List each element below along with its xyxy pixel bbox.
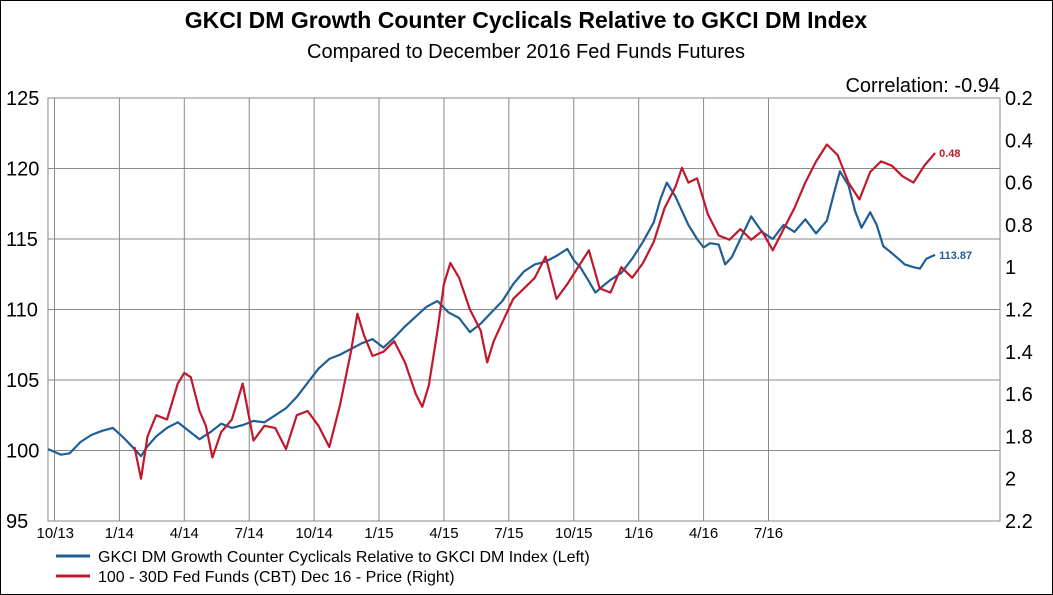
chart-subtitle: Compared to December 2016 Fed Funds Futu…	[307, 41, 745, 63]
left-tick-label-4: 115	[6, 229, 38, 251]
right-tick-label-5: 1.2	[1005, 300, 1033, 322]
x-tick-label-2: 4/14	[170, 525, 199, 542]
x-tick-label-9: 1/16	[624, 525, 653, 542]
plot-border	[47, 97, 1001, 522]
left-tick-label-5: 120	[6, 159, 39, 181]
left-tick-label-1: 100	[6, 441, 39, 463]
right-tick-label-1: 0.4	[1005, 130, 1033, 152]
left-tick-label-0: 95	[6, 511, 28, 533]
right-tick-label-7: 1.6	[1005, 384, 1033, 406]
left-tick-label-2: 105	[6, 370, 39, 392]
x-tick-label-1: 1/14	[105, 525, 134, 542]
series-end-label-0: 113.87	[939, 250, 972, 262]
x-axis-ticks: 10/13 1/14 4/14 7/14 10/14 1/15 4/15 7/15 10/15 1…	[36, 525, 783, 542]
right-axis-ticks: 0.2 0.4 0.6 0.8 1 1.2 1.4 1.6 1.8 2 2.2	[1005, 88, 1033, 533]
series-lines	[47, 143, 936, 480]
series-line-0	[47, 170, 936, 458]
right-tick-label-10: 2.2	[1005, 511, 1033, 533]
left-tick-label-3: 110	[6, 300, 38, 322]
chart-title: GKCI DM Growth Counter Cyclicals Relativ…	[185, 7, 868, 33]
right-tick-label-9: 2	[1005, 469, 1016, 491]
series-line-1	[133, 143, 936, 480]
legend-label-0: GKCI DM Growth Counter Cyclicals Relativ…	[98, 549, 590, 566]
series-end-labels: 113.87 0.48	[939, 148, 972, 262]
x-tick-label-10: 4/16	[689, 525, 718, 542]
gridlines	[47, 97, 1001, 522]
x-tick-label-8: 10/15	[555, 525, 593, 542]
left-tick-label-6: 125	[6, 88, 39, 110]
correlation-annotation: Correlation: -0.94	[845, 75, 1000, 97]
right-tick-label-3: 0.8	[1005, 215, 1033, 237]
right-tick-label-8: 1.8	[1005, 426, 1033, 448]
x-tick-label-3: 7/14	[235, 525, 264, 542]
series-end-label-1: 0.48	[939, 148, 960, 160]
right-tick-label-0: 0.2	[1005, 88, 1033, 110]
right-tick-label-2: 0.6	[1005, 173, 1033, 195]
left-axis-ticks: 95 100 105 110 115 120 125	[6, 88, 39, 533]
x-tick-label-5: 1/15	[364, 525, 393, 542]
right-tick-label-6: 1.4	[1005, 342, 1033, 364]
legend: GKCI DM Growth Counter Cyclicals Relativ…	[56, 549, 590, 586]
x-tick-label-6: 4/15	[429, 525, 458, 542]
x-tick-label-4: 10/14	[295, 525, 333, 542]
legend-label-1: 100 - 30D Fed Funds (CBT) Dec 16 - Price…	[98, 569, 455, 586]
right-tick-label-4: 1	[1005, 257, 1016, 279]
x-tick-label-7: 7/15	[494, 525, 523, 542]
x-tick-label-11: 7/16	[754, 525, 783, 542]
x-tick-label-0: 10/13	[36, 525, 74, 542]
